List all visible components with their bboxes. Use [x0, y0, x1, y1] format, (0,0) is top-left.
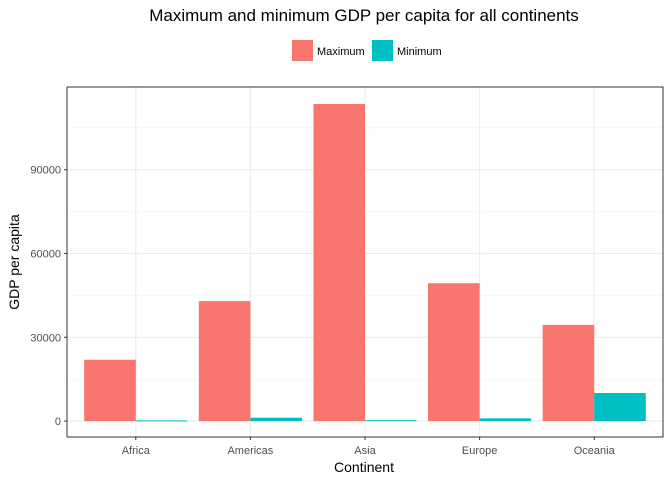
- bars: [84, 103, 646, 422]
- x-tick-label: Europe: [462, 445, 497, 457]
- chart-title: Maximum and minimum GDP per capita for a…: [149, 6, 579, 25]
- x-tick-label: Americas: [227, 445, 273, 457]
- bar-minimum-oceania: [594, 393, 646, 422]
- bar-minimum-europe: [479, 418, 532, 422]
- bar-maximum-asia: [313, 103, 365, 422]
- y-axis: 0 30000 60000 90000: [30, 165, 67, 428]
- x-axis-title: Continent: [334, 459, 394, 475]
- x-tick-label: Oceania: [574, 445, 616, 457]
- bar-minimum-asia: [365, 420, 417, 422]
- y-tick-label: 30000: [30, 332, 61, 344]
- y-tick-label: 60000: [30, 248, 61, 260]
- bar-maximum-africa: [84, 359, 136, 422]
- legend-key-minimum: [372, 40, 393, 61]
- bar-minimum-africa: [135, 420, 188, 422]
- legend: Maximum Minimum: [292, 40, 442, 61]
- bar-maximum-europe: [428, 283, 480, 422]
- bar-maximum-americas: [198, 301, 251, 422]
- y-axis-title: GDP per capita: [6, 214, 22, 310]
- bar-minimum-americas: [250, 417, 302, 422]
- x-axis: Africa Americas Asia Europe Oceania: [122, 437, 616, 457]
- y-tick-label: 90000: [30, 165, 61, 177]
- x-tick-label: Asia: [354, 445, 376, 457]
- x-tick-label: Africa: [122, 445, 151, 457]
- bar-maximum-oceania: [542, 324, 595, 422]
- legend-label-maximum: Maximum: [317, 46, 365, 58]
- legend-key-maximum: [292, 40, 313, 61]
- plot-area: [66, 86, 664, 438]
- y-tick-label: 0: [55, 416, 61, 428]
- legend-label-minimum: Minimum: [397, 46, 442, 58]
